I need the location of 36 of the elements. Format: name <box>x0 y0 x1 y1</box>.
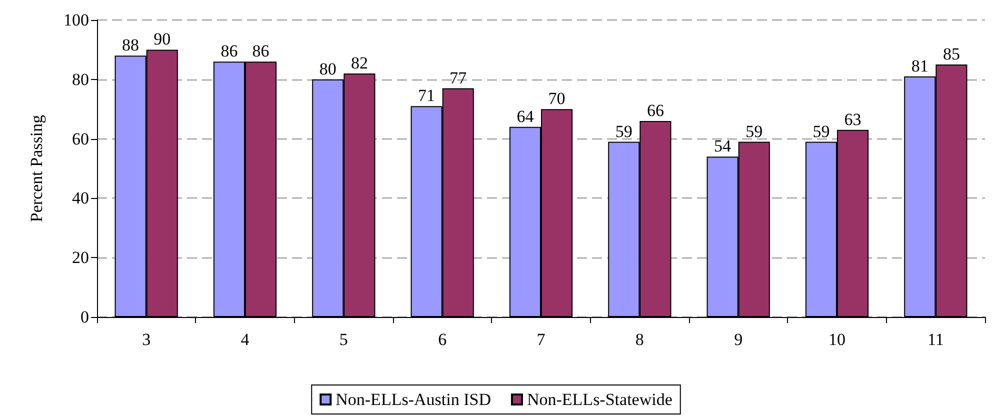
x-tick-label: 7 <box>536 330 546 349</box>
y-tick-label: 100 <box>64 10 89 30</box>
y-tick-label: 60 <box>72 129 89 148</box>
x-tick-label: 3 <box>142 330 151 349</box>
x-tick-label: 11 <box>927 330 944 349</box>
x-tick-label: 9 <box>734 330 743 349</box>
data-label: 64 <box>516 106 534 126</box>
x-tick-label: 4 <box>240 330 250 349</box>
data-label: 59 <box>812 122 830 141</box>
data-label: 70 <box>548 89 566 108</box>
data-label: 88 <box>122 36 140 55</box>
y-tick-label: 0 <box>80 308 89 326</box>
data-label: 59 <box>746 122 763 141</box>
data-label: 85 <box>942 44 960 64</box>
data-label: 63 <box>844 110 862 129</box>
y-axis-title: Percent Passing <box>27 114 46 222</box>
legend-label: Non-ELLs-Statewide <box>526 390 672 409</box>
y-tick-label: 40 <box>72 188 89 208</box>
x-tick-label: 6 <box>438 330 447 349</box>
y-tick-label: 80 <box>72 70 89 89</box>
data-label: 71 <box>418 86 436 106</box>
data-label: 90 <box>154 30 171 49</box>
y-tick-label: 20 <box>72 248 89 268</box>
data-label: 82 <box>350 53 368 72</box>
data-label: 77 <box>450 68 468 88</box>
data-label: 54 <box>714 136 732 156</box>
data-label: 80 <box>319 59 336 78</box>
data-label: 66 <box>646 100 664 120</box>
x-tick-label: 5 <box>339 330 348 349</box>
data-label: 86 <box>252 42 270 61</box>
legend-label: Non-ELLs-Austin ISD <box>336 390 491 409</box>
data-label: 86 <box>220 42 238 61</box>
x-tick-label: 10 <box>828 330 846 349</box>
data-label: 59 <box>615 122 632 141</box>
x-tick-label: 8 <box>635 330 644 349</box>
data-label: 81 <box>911 56 928 76</box>
